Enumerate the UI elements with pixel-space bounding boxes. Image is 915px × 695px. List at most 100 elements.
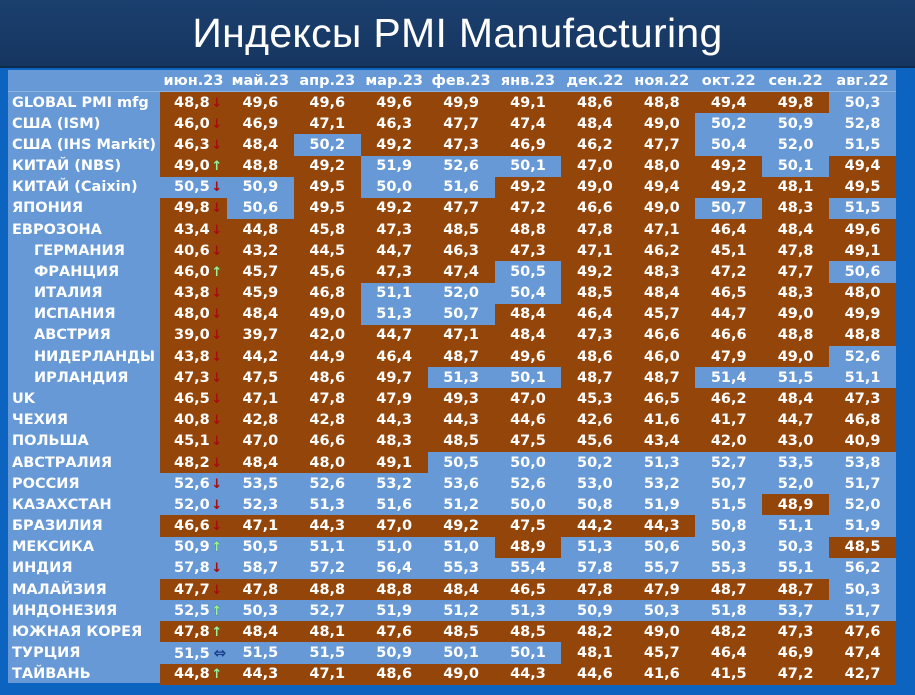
cell-value: 49,8 (777, 94, 814, 111)
cell-value: 47,2 (510, 200, 546, 217)
cell-value: 50,8 (577, 496, 613, 513)
value-cell: 50,2 (561, 451, 629, 474)
cell-value: 49,1 (844, 242, 881, 259)
value-cell: 55,1 (762, 557, 830, 579)
cell-value: 47,4 (510, 115, 546, 132)
cell-value: 49,2 (376, 136, 413, 153)
cell-value: 48,0 (174, 306, 210, 323)
cell-value: 47,9 (376, 390, 413, 407)
value-cell: 49,5 (293, 176, 361, 198)
cell-value: 48,5 (577, 285, 613, 302)
cell-value: 48,2 (577, 623, 613, 640)
value-cell: 47,7 ↓ (160, 578, 227, 601)
value-cell: 52,6 ↓ (160, 473, 227, 495)
value-cell: 49,7 (360, 367, 428, 389)
cell-value: 46,8 (309, 285, 346, 302)
row-label: ЕВРОЗОНА (12, 221, 102, 238)
cell-value: 44,8 (242, 221, 279, 238)
value-cell: 50,8 (695, 515, 763, 537)
value-cell: 45,3 (561, 388, 629, 410)
cell-value: 52,0 (174, 496, 210, 513)
cell-value: 42,8 (242, 412, 279, 429)
trend-down-arrow-icon: ↓ (211, 243, 223, 259)
cell-value: 44,6 (510, 412, 546, 429)
value-cell: 48,8 (628, 91, 696, 114)
cell-value: 48,6 (577, 94, 613, 111)
cell-value: 47,1 (309, 115, 346, 132)
value-cell: 50,9 ↑ (160, 536, 227, 558)
cell-value: 48,5 (443, 433, 479, 450)
cell-value: 46,3 (376, 115, 413, 132)
cell-value: 50,6 (242, 200, 279, 217)
cell-value: 40,6 (174, 242, 210, 259)
row-label: КИТАЙ (NBS) (12, 158, 122, 175)
cell-value: 48,3 (777, 285, 814, 302)
cell-value: 51,5 (309, 645, 346, 662)
cell-value: 44,3 (443, 412, 479, 429)
cell-value: 48,8 (242, 158, 279, 175)
value-cell: 52,0 ↓ (160, 494, 227, 516)
value-cell: 50,5 (427, 451, 495, 474)
cell-value: 51,3 (510, 602, 546, 619)
cell-value: 50,7 (710, 200, 747, 217)
value-cell: 44,2 (561, 515, 629, 537)
value-cell: 46,5 (494, 578, 562, 601)
row-label: США (IHS Markit) (12, 136, 157, 153)
table-row: ИРЛАНДИЯ 47,3 ↓ 47,5 48,6 49,7 51,3 50,1 48,7 48,… (8, 367, 896, 389)
cell-value: 47,1 (242, 518, 279, 535)
cell-value: 56,4 (376, 560, 413, 577)
value-cell: 47,9 (360, 388, 428, 410)
cell-value: 43,2 (242, 242, 279, 259)
cell-value: 50,5 (510, 263, 546, 280)
cell-value: 42,0 (309, 327, 346, 344)
value-cell: 46,6 (695, 324, 763, 347)
column-header: апр.23 (293, 70, 361, 92)
value-cell: 44,2 (226, 346, 294, 368)
cell-value: 48,3 (643, 263, 680, 280)
value-cell: 47,3 (360, 261, 428, 283)
value-cell: 47,8 (226, 578, 294, 601)
value-cell: 50,5 (226, 536, 294, 558)
value-cell: 49,4 (829, 155, 896, 177)
cell-value: 51,5 (777, 369, 814, 386)
table-row: ФРАНЦИЯ 46,0 ↑ 45,7 45,6 47,3 47,4 50,5 49,2 48,3… (8, 261, 896, 283)
cell-value: 51,3 (577, 539, 613, 556)
value-cell: 49,2 (695, 155, 763, 177)
value-cell: 46,4 (695, 642, 763, 664)
cell-value: 50,5 (174, 179, 210, 196)
value-cell: 42,8 (293, 409, 361, 431)
value-cell: 48,0 ↓ (160, 303, 227, 325)
cell-value: 49,6 (844, 221, 881, 238)
table-row: ТУРЦИЯ 51,5 ⇔ 51,5 51,5 50,9 50,1 50,1 48,1 45,7 4… (8, 642, 896, 664)
cell-value: 49,0 (643, 200, 680, 217)
value-cell: 48,5 (561, 282, 629, 304)
value-cell: 48,8 (360, 578, 428, 601)
cell-value: 46,3 (443, 242, 479, 259)
value-cell: 45,9 (226, 282, 294, 304)
row-label: АВСТРИЯ (34, 327, 111, 344)
cell-value: 49,2 (710, 158, 747, 175)
trend-down-arrow-icon: ↓ (211, 497, 223, 513)
value-cell: 50,4 (494, 282, 562, 304)
row-label: АВСТРАЛИЯ (12, 454, 112, 471)
cell-value: 46,9 (242, 115, 279, 132)
value-cell: 51,9 (829, 515, 896, 537)
value-cell: 48,2 (561, 621, 629, 643)
cell-value: 51,9 (844, 518, 881, 535)
value-cell: 50,0 (494, 451, 562, 474)
row-label: ИСПАНИЯ (34, 306, 116, 323)
value-cell: 48,8 ↓ (160, 91, 227, 114)
cell-value: 47,3 (376, 263, 413, 280)
value-cell: 45,6 (293, 261, 361, 283)
cell-value: 48,2 (174, 454, 210, 471)
value-cell: 46,3 (427, 240, 495, 262)
cell-value: 47,7 (443, 115, 479, 132)
cell-value: 48,4 (777, 390, 814, 407)
value-cell: 55,4 (494, 557, 562, 579)
cell-value: 45,7 (242, 263, 279, 280)
cell-value: 46,6 (710, 327, 747, 344)
row-label: КАЗАХСТАН (12, 496, 112, 513)
value-cell: 51,7 (829, 600, 896, 622)
value-cell: 49,0 (427, 663, 495, 685)
cell-value: 50,0 (510, 496, 546, 513)
